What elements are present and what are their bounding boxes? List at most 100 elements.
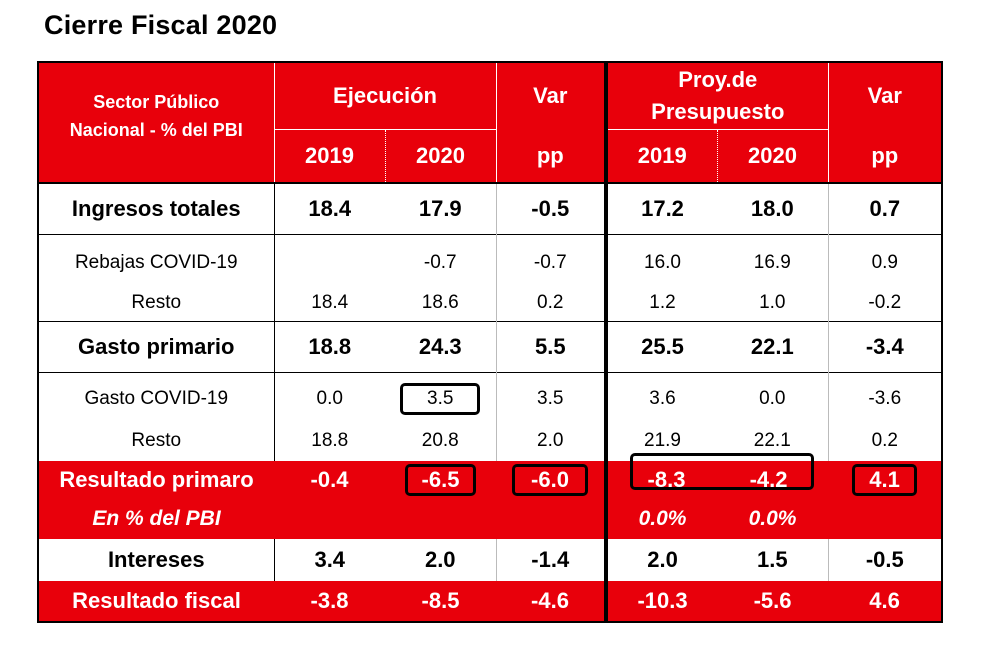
header-proyeccion: Proy.de Presupuesto [604,62,829,130]
cell: 25.5 [604,321,718,373]
cell: -0.2 [827,285,943,322]
row-resto-2: Resto 18.8 20.8 2.0 21.9 22.1 0.2 [38,421,943,461]
cell: 17.9 [385,182,497,235]
page-title: Cierre Fiscal 2020 [44,10,278,40]
cell: 0.0% [604,499,718,539]
cell: 1.2 [604,285,718,322]
header-var2-label: Var [867,83,902,109]
cell: 4.6 [869,588,900,613]
cell: -4.6 [531,588,569,613]
cell: 5.5 [495,321,607,373]
header-sub-pp1: pp [495,129,607,183]
cell: 18.4 [311,292,349,313]
fiscal-table: Sector Público Nacional - % del PBI Ejec… [37,61,944,623]
cell [828,499,942,539]
row-label: Resultado primaro [59,467,254,492]
header-var1-label: Var [533,83,568,109]
cell: -3.6 [827,372,943,421]
header-proy-line2: Presupuesto [651,99,785,124]
row-intereses: Intereses 3.4 2.0 -1.4 2.0 1.5 -0.5 [38,539,943,581]
cell: 0.2 [827,421,943,461]
cell: 18.8 [311,430,349,451]
cell [274,234,385,285]
row-gasto-primario: Gasto primario 18.8 24.3 5.5 25.5 22.1 -… [38,321,943,373]
cell: 16.0 [604,234,718,285]
cell: -3.8 [310,588,349,613]
row-gasto-covid: Gasto COVID-19 0.0 3.5 3.5 3.6 0.0 -3.6 [38,372,943,421]
cell: -3.4 [827,321,943,373]
header-sub-2020a: 2020 [384,129,497,183]
cell: -5.6 [753,588,792,613]
row-label: Gasto COVID-19 [38,372,275,421]
cell: 22.1 [753,430,791,451]
cell: 1.5 [756,547,788,572]
header-sub-2019a: 2019 [274,129,385,183]
highlight-box: -6.5 [404,464,477,496]
cell: 16.9 [717,234,829,285]
row-resto-1: Resto 18.4 18.6 0.2 1.2 1.0 -0.2 [38,285,943,322]
row-label: Intereses [38,539,275,581]
header-sector-line2: Nacional - % del PBI [69,119,243,140]
header-ejecucion: Ejecución [274,62,497,130]
header-sector-line1: Sector Público [93,91,220,112]
cell: 3.4 [314,547,346,572]
cell [496,499,606,539]
row-resultado-fiscal: Resultado fiscal -3.8 -8.5 -4.6 -10.3 -5… [38,581,943,622]
cell: -10.3 [604,581,718,622]
cell: 2.0 [604,539,718,581]
cell: 18.8 [274,321,385,373]
header-row-2: 2019 2020 pp 2019 2020 pp [38,129,943,183]
cell: 4.1 [828,461,942,499]
cell: 3.6 [604,372,718,421]
cell: 0.0 [274,372,385,421]
cell: 17.2 [604,182,718,235]
highlight-box: 4.1 [852,464,917,496]
row-rebajas: Rebajas COVID-19 -0.7 -0.7 16.0 16.9 0.9 [38,234,943,285]
cell: 18.0 [717,182,829,235]
row-label: Resto [38,285,275,322]
header-var1: Var [495,62,607,130]
cell: -6.0 [496,461,606,499]
row-label: Ingresos totales [38,182,275,235]
cell: -1.4 [495,539,607,581]
header-proy-line1: Proy.de [678,67,758,92]
row-label: Gasto primario [38,321,275,373]
cell: 18.6 [421,292,459,313]
highlight-box: 3.5 [400,383,481,415]
cell: -0.4 [310,467,349,492]
row-label: Rebajas COVID-19 [38,234,275,285]
row-en-pbi: En % del PBI 0.0% 0.0% [38,499,943,539]
cell: 2.0 [424,547,456,572]
row-ingresos: Ingresos totales 18.4 17.9 -0.5 17.2 18.… [38,182,943,235]
cell: 2.0 [495,421,607,461]
cell: 3.5 [495,372,607,421]
cell: -0.7 [385,234,497,285]
header-sub-2019b: 2019 [604,129,718,183]
row-label: En % del PBI [92,507,221,530]
header-row-1: Sector Público Nacional - % del PBI Ejec… [38,62,943,183]
cell: 0.7 [827,182,943,235]
header-sub-pp2: pp [827,129,943,183]
cell: -0.7 [495,234,607,285]
header-var2: Var [827,62,943,130]
row-label: Resto [38,421,275,461]
cell: -8.5 [421,588,460,613]
row-resultado-primario: Resultado primaro -0.4 -6.5 -6.0 -8.3 -4… [38,461,943,499]
cell: -4.2 [749,467,788,492]
cell: 3.5 [385,372,497,421]
header-ejecucion-label: Ejecución [333,83,437,108]
cell: 0.9 [827,234,943,285]
cell: -6.5 [385,461,496,499]
header-sector: Sector Público Nacional - % del PBI [38,62,275,183]
cell: 0.2 [495,285,607,322]
cell [385,499,496,539]
cell: 0.0% [748,507,797,530]
cell: 0.0 [717,372,829,421]
cell: -0.5 [827,539,943,581]
header-sub-2020b: 2020 [716,129,829,183]
cell: 1.0 [759,292,786,313]
cell [274,499,385,539]
cell: 22.1 [717,321,829,373]
cell: 20.8 [421,430,459,451]
cell: 21.9 [604,421,718,461]
